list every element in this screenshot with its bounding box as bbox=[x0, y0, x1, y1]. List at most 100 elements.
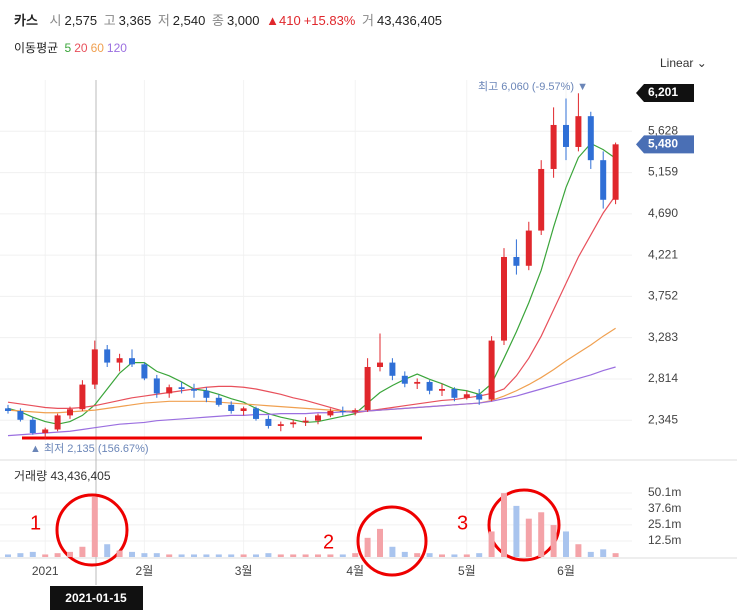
ma-line bbox=[7, 142, 616, 425]
value: 43,436,405 bbox=[376, 13, 443, 28]
ma-line bbox=[7, 366, 616, 437]
candle-body bbox=[153, 378, 160, 394]
candle-body bbox=[215, 397, 222, 405]
y-tick-label: 2,345 bbox=[648, 412, 678, 426]
y-tick-label: 2,814 bbox=[648, 371, 678, 385]
candle-body bbox=[600, 160, 607, 200]
volume-bar bbox=[228, 554, 235, 557]
candle-body bbox=[538, 168, 545, 231]
price-tag-label: 5,480 bbox=[648, 136, 678, 150]
volume-bar bbox=[240, 554, 247, 557]
value: 2,575 bbox=[64, 13, 98, 28]
legend-entry: 5 bbox=[64, 41, 72, 55]
volume-bar bbox=[401, 551, 408, 557]
y2-tick-label: 12.5m bbox=[648, 533, 681, 547]
volume-bar bbox=[315, 554, 321, 557]
volume-bar bbox=[302, 554, 309, 557]
volume-bar bbox=[364, 537, 371, 557]
date-tag-text: 2021-01-15 bbox=[65, 591, 127, 605]
candle-body bbox=[253, 408, 259, 419]
ma-title: 이동평균 bbox=[14, 41, 59, 55]
volume-bar bbox=[513, 505, 520, 557]
volume-bar bbox=[501, 493, 507, 557]
candle-body bbox=[178, 387, 185, 389]
price-tag bbox=[636, 135, 694, 154]
value: 2,540 bbox=[172, 13, 206, 28]
volume-title: 거래량 43,436,405 bbox=[14, 469, 111, 483]
candle-body bbox=[166, 387, 173, 394]
volume-bar bbox=[426, 553, 433, 557]
high-marker: 최고 6,060 (-9.57%) ▼ bbox=[478, 80, 588, 93]
candle-body bbox=[488, 340, 495, 400]
date-tag bbox=[50, 586, 143, 610]
volume-bar bbox=[253, 554, 259, 557]
volume-bar bbox=[277, 554, 284, 557]
y-tick-label: 5,159 bbox=[648, 165, 678, 179]
candle-body bbox=[191, 388, 197, 391]
quote-header: 카스 시 2,575 고 3,365 저 2,540 종 3,000 ▲410 +15.8… bbox=[14, 10, 445, 29]
candle-body bbox=[377, 362, 383, 367]
annotation-number: 2 bbox=[323, 531, 334, 553]
low-marker: ▲ 최저 2,135 (156.67%) bbox=[30, 442, 149, 455]
scale-text[interactable]: Linear bbox=[660, 56, 694, 70]
candle-body bbox=[290, 422, 297, 425]
candle-body bbox=[129, 358, 135, 365]
candle-body bbox=[352, 410, 359, 412]
volume-bar bbox=[166, 554, 173, 557]
ma-legend: 이동평균 5 20 60 120 bbox=[14, 39, 130, 56]
circle-annotation bbox=[356, 505, 428, 577]
candle-body bbox=[42, 429, 49, 433]
candle-body bbox=[29, 419, 36, 433]
candle-body bbox=[563, 124, 569, 147]
y2-tick-label: 25.1m bbox=[648, 517, 681, 531]
volume-bar bbox=[451, 554, 458, 557]
y-tick-label: 3,752 bbox=[648, 289, 678, 303]
volume-bar bbox=[215, 554, 222, 557]
candle-body bbox=[414, 381, 421, 384]
volume-bar bbox=[339, 554, 346, 557]
volume-bar bbox=[488, 531, 495, 557]
candle-body bbox=[67, 409, 73, 416]
ma-line bbox=[7, 195, 617, 414]
volume-bar bbox=[54, 553, 61, 557]
legend-entry: 60 bbox=[90, 41, 104, 55]
candle-body bbox=[587, 116, 594, 161]
volume-bar bbox=[178, 554, 185, 557]
candle-body bbox=[79, 384, 86, 410]
scale-button[interactable]: Linear ⌄ bbox=[660, 56, 707, 70]
candle-body bbox=[426, 381, 433, 391]
x-tick-label: 6월 bbox=[557, 564, 575, 578]
annotation-number: 1 bbox=[30, 512, 41, 534]
label: 저 bbox=[157, 13, 170, 28]
candle-body bbox=[339, 410, 346, 412]
stock-name: 카스 bbox=[14, 13, 38, 28]
volume-bar bbox=[116, 550, 123, 557]
volume-bar bbox=[191, 554, 197, 557]
candle-body bbox=[364, 366, 371, 411]
volume-bar bbox=[129, 551, 135, 557]
volume-bar bbox=[79, 546, 86, 557]
legend-entry: 20 bbox=[74, 41, 88, 55]
candle-body bbox=[575, 116, 582, 147]
y2-tick-label: 37.6m bbox=[648, 501, 681, 515]
volume-bar bbox=[104, 544, 111, 557]
volume-bar bbox=[265, 553, 272, 557]
arrow: ▲ bbox=[266, 13, 279, 28]
candle-body bbox=[91, 349, 98, 385]
volume-bar bbox=[463, 554, 470, 557]
candle-body bbox=[277, 424, 284, 426]
candle-body bbox=[476, 394, 483, 400]
volume-bar bbox=[153, 553, 160, 557]
candle-body bbox=[525, 230, 532, 266]
volume-bar bbox=[538, 512, 545, 557]
candle-body bbox=[116, 358, 123, 363]
value: 3,000 bbox=[226, 13, 260, 28]
volume-bar bbox=[587, 551, 594, 557]
candle-body bbox=[203, 390, 210, 398]
volume-bar bbox=[91, 496, 98, 557]
x-tick-label: 3월 bbox=[235, 564, 253, 578]
volume-bar bbox=[439, 554, 445, 557]
volume-bar bbox=[42, 554, 49, 557]
label: 고 bbox=[103, 13, 116, 28]
